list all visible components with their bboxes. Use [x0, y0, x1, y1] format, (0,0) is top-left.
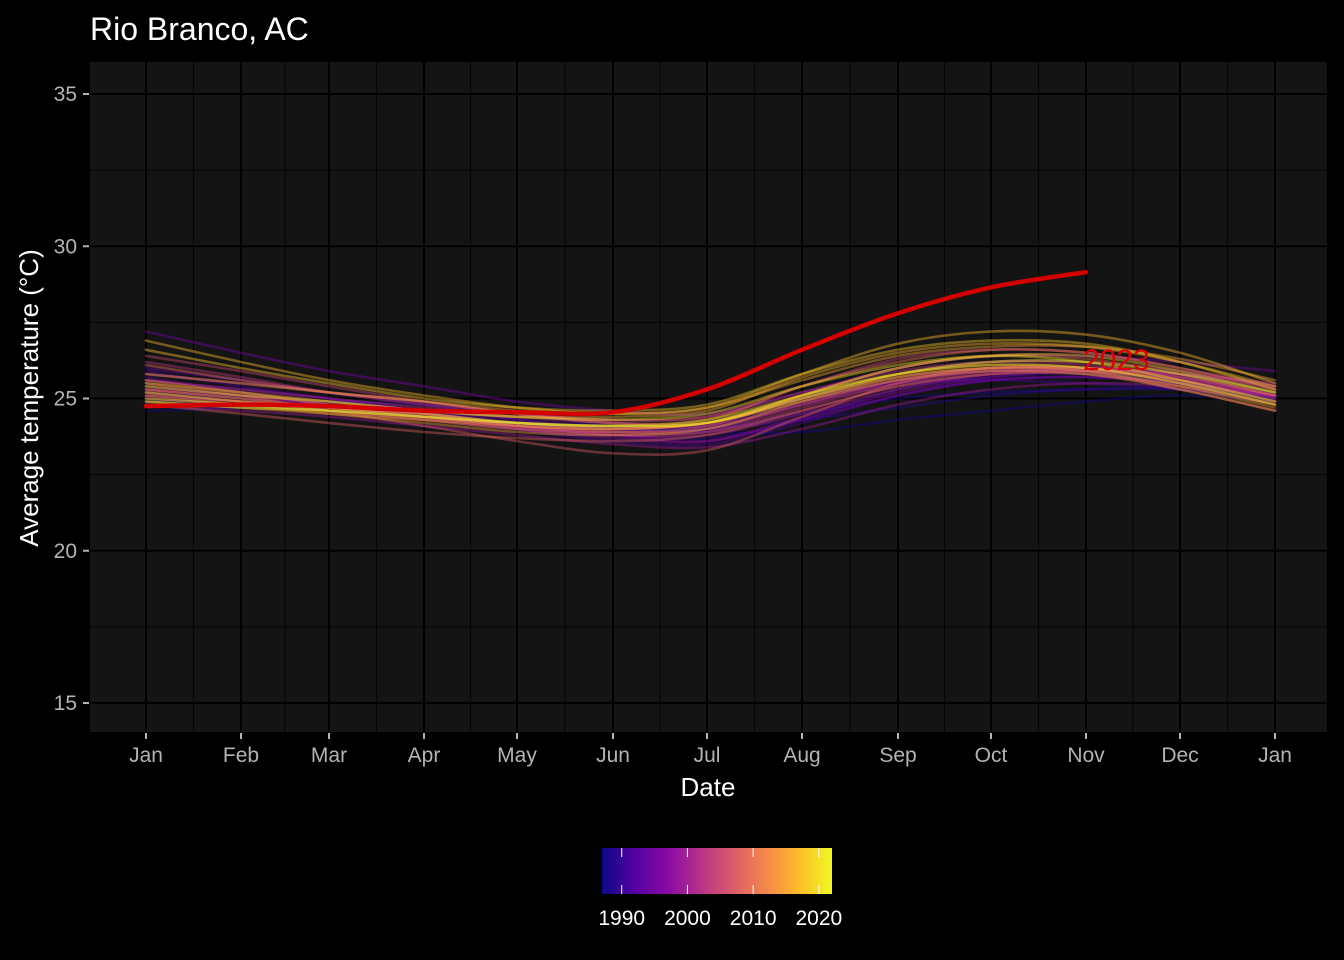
- year-series-line-1991: [144, 378, 1277, 431]
- colorbar-label: 2000: [664, 907, 711, 930]
- x-tick-label: Dec: [1161, 744, 1198, 767]
- year-lines: [144, 329, 1277, 456]
- year-series-line-2004: [144, 368, 1277, 437]
- year-series-line-2007: [144, 365, 1277, 456]
- grid-major: [90, 62, 1327, 732]
- year-series-line-1999: [144, 381, 1277, 450]
- x-tick-label: Aug: [783, 744, 820, 767]
- year-series-line-2010: [144, 347, 1277, 426]
- year-series-line-1993: [144, 368, 1277, 430]
- year-series-line-2021: [144, 363, 1277, 428]
- year-series-line-2008: [144, 371, 1277, 443]
- x-tick-label: Apr: [408, 744, 441, 767]
- y-tick-label: 30: [54, 235, 77, 258]
- year-series-line-2003: [144, 360, 1277, 422]
- year-series-line-1992: [144, 369, 1277, 447]
- year-series-line-2022: [144, 359, 1277, 428]
- x-tick-label: Oct: [975, 744, 1008, 767]
- year-series-line-1995: [144, 330, 1277, 417]
- x-tick-label: May: [497, 744, 537, 767]
- colorbar-gradient: [602, 848, 832, 894]
- y-tick-label: 20: [54, 540, 77, 563]
- x-axis-title: Date: [681, 772, 736, 802]
- colorbar-label: 1990: [598, 907, 645, 930]
- plot-panel: [90, 62, 1327, 732]
- y-axis-title: Average temperature (°C): [14, 249, 44, 547]
- y-axis: 15 20 25 30 35: [54, 83, 89, 715]
- year-series-line-2009: [144, 353, 1277, 434]
- year-series-line-2013: [144, 369, 1277, 431]
- x-tick-label: Jun: [596, 744, 630, 767]
- year-series-line-2017: [144, 329, 1277, 416]
- year-series-line-2014: [144, 366, 1277, 437]
- y-tick-label: 35: [54, 83, 77, 106]
- x-tick-label: Mar: [311, 744, 347, 767]
- highlight-series-line: [143, 269, 1089, 417]
- year-series-line-2016: [144, 342, 1277, 419]
- chart-title: Rio Branco, AC: [90, 11, 309, 47]
- colorbar-label: 2010: [730, 907, 777, 930]
- highlight-year-label: 2023: [1083, 344, 1150, 377]
- y-tick-label: 25: [54, 388, 77, 411]
- colorbar-legend: 1990 2000 2010 2020: [598, 848, 842, 930]
- x-tick-label: Feb: [223, 744, 259, 767]
- x-tick-label: Jan: [129, 744, 163, 767]
- year-series-line-1994: [144, 365, 1277, 433]
- year-series-line-2018: [144, 338, 1277, 413]
- x-tick-label: Jan: [1258, 744, 1292, 767]
- year-series-line-1998: [144, 366, 1277, 429]
- year-series-line-2015: [144, 344, 1277, 416]
- year-series-line-2002: [144, 359, 1277, 427]
- x-tick-label: Nov: [1067, 744, 1105, 767]
- grid-minor: [90, 62, 1327, 732]
- x-tick-label: Sep: [879, 744, 916, 767]
- colorbar-ticks: 1990 2000 2010 2020: [598, 848, 842, 930]
- colorbar-label: 2020: [795, 907, 842, 930]
- x-axis: Jan Feb Mar Apr May Jun Jul Aug Sep Oct Nov Dec Jan: [129, 733, 1292, 767]
- x-tick-label: Jul: [694, 744, 721, 767]
- year-series-line-2020: [144, 354, 1277, 422]
- year-series-line-1987: [144, 394, 1277, 435]
- y-tick-label: 15: [54, 692, 77, 715]
- year-series-line-2005: [144, 348, 1277, 422]
